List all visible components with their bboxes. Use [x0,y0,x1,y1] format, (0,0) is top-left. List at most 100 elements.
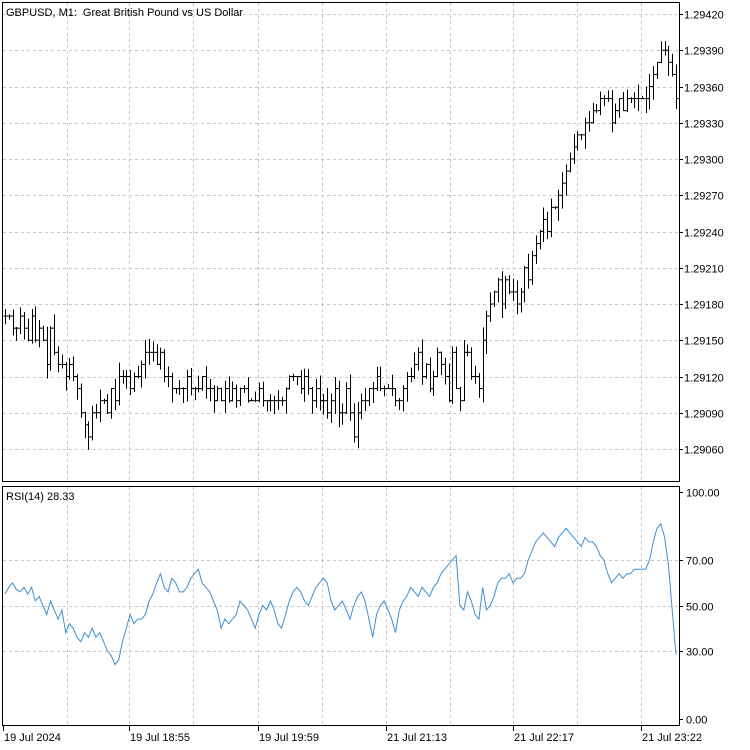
price-bar [606,90,611,102]
price-bar [575,131,580,151]
price-bar [71,356,76,382]
price-bar [530,250,535,285]
price-bar [14,327,19,341]
price-bar [382,385,387,397]
price-bar [371,381,376,403]
symbol-description: Great British Pound vs US Dollar [83,7,244,19]
price-bar [545,211,550,240]
price-bar [659,41,664,64]
time-tick-label: 19 Jul 18:55 [130,732,190,744]
price-bar [230,381,235,402]
rsi-tick-label: 30.00 [686,647,714,659]
time-tick-label: 21 Jul 22:17 [514,732,574,744]
rsi-panel[interactable]: 100.00 70.00 50.00 30.00 0.00 RSI(14) 28.33 [2,486,720,727]
price-bar [655,61,660,79]
price-bar [594,103,599,113]
price-bar [465,344,470,357]
price-bar [249,398,254,402]
price-bar [147,338,152,365]
price-bar [522,265,527,303]
price-bar [613,103,618,125]
price-tick-label: 1.29180 [684,300,724,312]
price-bar [340,403,345,425]
price-bar [352,403,357,443]
price-bar [261,381,266,407]
price-bar [306,368,311,395]
rsi-tick-label: 0.00 [686,715,707,727]
price-bar [443,357,448,385]
price-bar [3,308,8,325]
price-bar [431,370,436,396]
price-bar [367,387,372,407]
price-bar [488,292,493,323]
price-bar [397,398,402,411]
price-bar [564,164,569,196]
price-bar [272,395,277,415]
time-axis: 19 Jul 2024 19 Jul 18:55 19 Jul 19:59 21 Ju… [3,726,702,744]
price-bar [75,374,80,400]
price-bar [158,347,163,370]
price-bar [90,405,95,441]
price-bar [162,349,167,383]
price-bar [181,387,186,403]
price-bar [295,376,300,386]
price-bar [139,360,144,388]
price-bar [321,394,326,415]
rsi-tick-label: 70.00 [686,556,714,568]
price-bar [424,363,429,379]
price-bar [401,385,406,412]
price-bar [196,375,201,393]
price-panel-frame [2,2,680,482]
price-bar [473,365,478,384]
price-bar [450,346,455,404]
price-bar [393,388,398,407]
price-bar [52,314,57,356]
price-bar [314,378,319,408]
price-bar [583,117,588,150]
price-bar [636,84,641,112]
price-bar [26,318,31,342]
price-tick-label: 1.29360 [684,83,724,95]
price-bar [503,275,508,310]
price-bar [348,374,353,421]
price-tick-label: 1.29240 [684,228,724,240]
price-bar [496,277,501,303]
price-bar [287,375,292,390]
price-bar [420,339,425,385]
price-bar [560,172,565,209]
price-bar [257,382,262,403]
price-bar [435,347,440,377]
price-bar [151,341,156,362]
price-bar [117,362,122,406]
price-bar [325,387,330,419]
price-bar [48,326,53,371]
price-bar [484,310,489,354]
price-tick-label: 1.29060 [684,445,724,457]
price-bar [200,376,205,391]
price-bar [60,354,65,369]
price-bar [359,393,364,420]
price-bar [67,357,72,380]
price-grid [3,3,679,481]
price-bar [568,152,573,173]
price-bar [128,369,133,395]
price-bar [280,396,285,406]
price-bar [526,253,531,289]
price-tick-label: 1.29090 [684,409,724,421]
price-bars [3,41,679,450]
time-tick-label: 21 Jul 23:22 [642,732,702,744]
price-bar [124,370,129,389]
rsi-axis: 100.00 70.00 50.00 30.00 0.00 [679,488,720,727]
price-panel[interactable]: 1.29420 1.29390 1.29360 1.29330 1.29300 1.292… [2,2,724,482]
price-bar [416,347,421,371]
price-bar [507,275,512,295]
price-bar [647,74,652,110]
price-tick-label: 1.29270 [684,191,724,203]
price-bar [219,387,224,402]
price-bar [18,307,23,335]
time-tick-label: 19 Jul 2024 [4,732,61,744]
symbol-label: GBPUSD, M1: [6,7,77,19]
price-tick-label: 1.29210 [684,264,724,276]
price-bar [302,368,307,402]
